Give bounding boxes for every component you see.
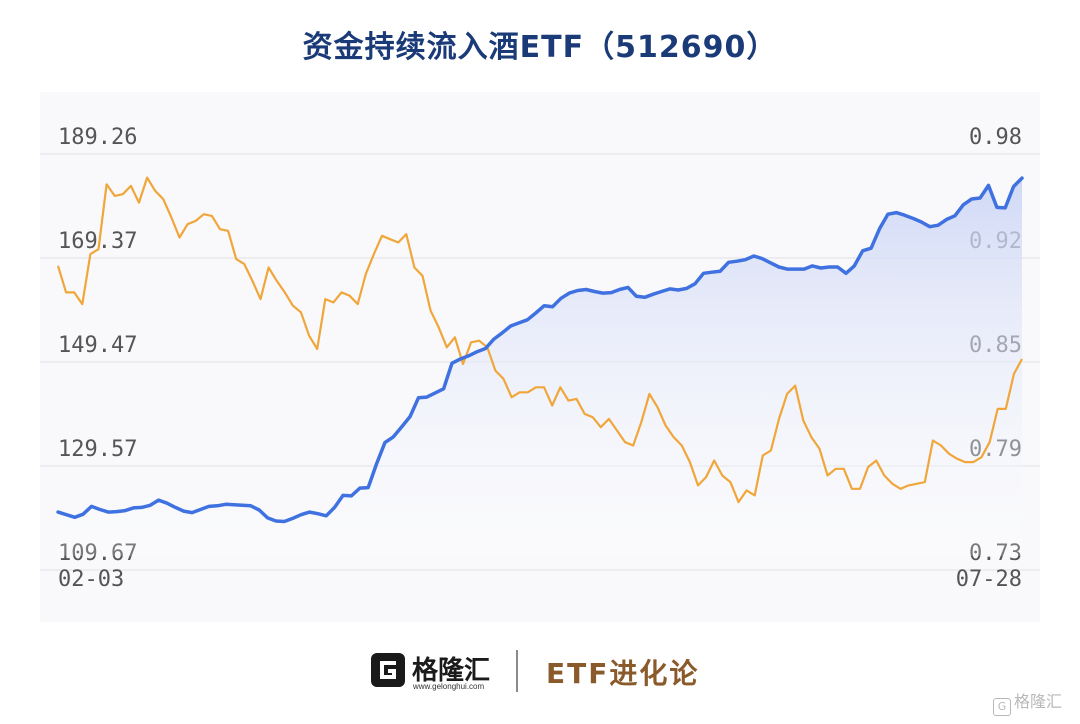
x-tick-label: 02-03: [58, 567, 124, 592]
gelonghui-logo-icon: [371, 653, 405, 687]
left-tick-label: 189.26: [58, 125, 137, 150]
watermark-logo-icon: G: [992, 698, 1011, 716]
x-tick-label: 07-28: [956, 567, 1022, 592]
right-tick-label: 0.98: [969, 125, 1022, 150]
logo-url: www.gelonghui.com: [413, 682, 485, 691]
blue-series-line: [56, 176, 1024, 524]
left-tick-label: 129.57: [58, 437, 137, 462]
footer: 格隆汇 www.gelonghui.com ETF进化论: [0, 640, 1080, 704]
footer-divider: [516, 650, 518, 692]
blue-series-area: [58, 178, 1022, 556]
watermark: G 格隆汇: [992, 688, 1062, 716]
orange-series-line: [56, 176, 1023, 504]
brand-name: ETF进化论: [546, 657, 700, 690]
left-tick-label: 149.47: [58, 333, 137, 358]
chart-title: 资金持续流入酒ETF（512690）: [302, 30, 778, 65]
x-axis: 02-03 07-28: [58, 567, 1022, 592]
logo-name: 格隆汇: [412, 656, 491, 686]
watermark-text: 格隆汇: [1013, 692, 1062, 711]
